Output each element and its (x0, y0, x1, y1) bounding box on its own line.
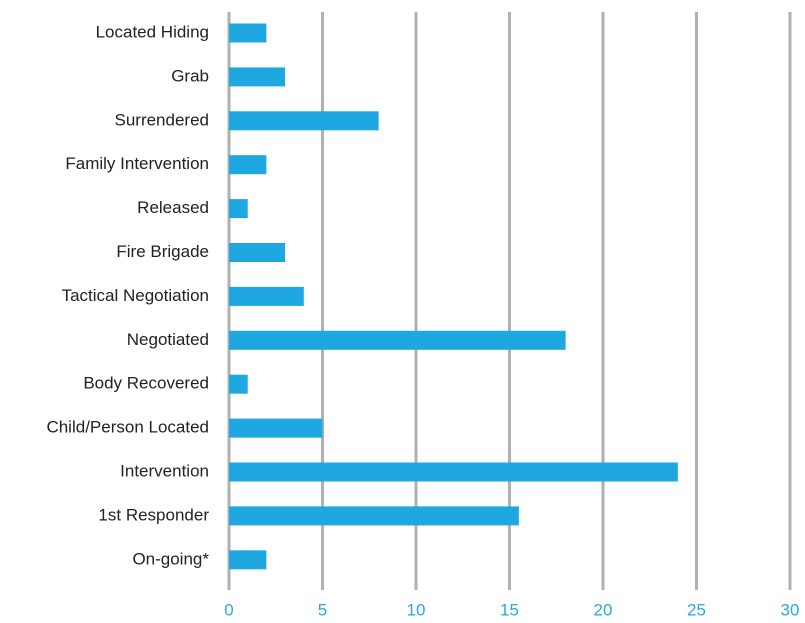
bar (229, 374, 248, 394)
x-tick-label: 5 (318, 600, 327, 619)
bar (229, 243, 286, 262)
bar (229, 23, 267, 43)
bar (229, 506, 519, 526)
y-tick-label: Located Hiding (96, 22, 209, 41)
y-tick-label: Released (137, 198, 209, 217)
y-tick-label: Tactical Negotiation (62, 286, 209, 305)
x-tick-label: 10 (407, 600, 426, 619)
bar (229, 111, 379, 131)
y-tick-label: Intervention (120, 461, 209, 480)
bar (229, 418, 323, 438)
y-tick-label: On-going* (132, 549, 209, 568)
y-tick-label: Child/Person Located (46, 418, 209, 437)
bar (229, 550, 267, 570)
y-tick-label: Surrendered (114, 110, 209, 129)
y-tick-label: 1st Responder (98, 505, 209, 524)
y-tick-label: Family Intervention (65, 154, 209, 173)
bar (229, 67, 286, 87)
x-tick-label: 25 (687, 600, 706, 619)
y-tick-label: Fire Brigade (116, 242, 209, 261)
y-tick-label: Body Recovered (83, 374, 209, 393)
bar (229, 330, 566, 350)
bar (229, 462, 678, 482)
x-tick-label: 30 (781, 600, 800, 619)
bar (229, 155, 267, 175)
x-tick-label: 15 (500, 600, 519, 619)
x-tick-label: 20 (594, 600, 613, 619)
bar (229, 286, 304, 306)
x-tick-label: 0 (224, 600, 233, 619)
y-tick-label: Negotiated (127, 330, 209, 349)
y-tick-label: Grab (171, 66, 209, 85)
bar (229, 199, 248, 219)
